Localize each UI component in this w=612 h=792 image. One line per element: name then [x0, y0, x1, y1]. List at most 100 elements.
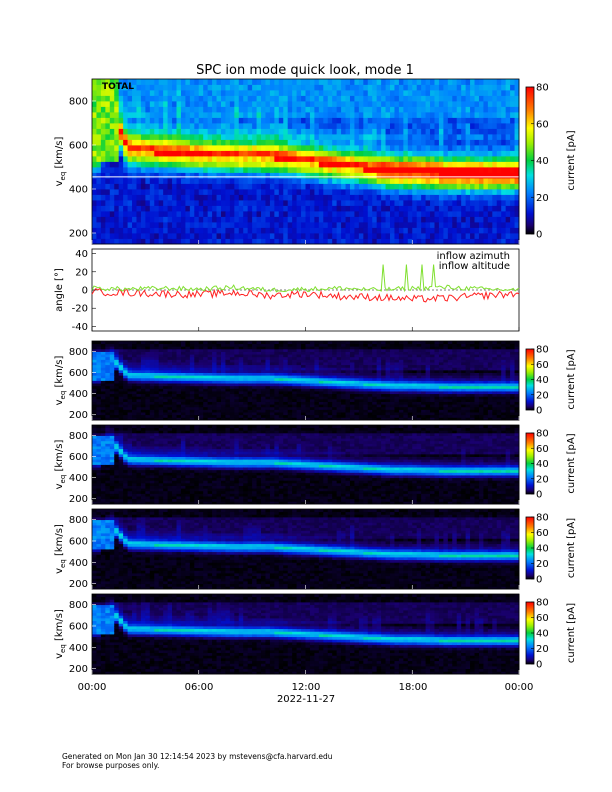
spectrogram-cell — [296, 112, 302, 118]
spectrogram-cell — [145, 359, 151, 363]
spectrogram-cell — [318, 205, 324, 212]
spectrogram-cell — [358, 106, 364, 113]
spectrogram-cell — [363, 227, 369, 234]
spectrogram-cell — [403, 172, 409, 179]
spectrogram-cell — [127, 393, 133, 397]
spectrogram-cell — [301, 216, 306, 223]
spectrogram-cell — [381, 128, 386, 135]
spectrogram-cell — [461, 123, 467, 129]
spectrogram-cell — [136, 95, 142, 102]
spectrogram-cell — [505, 200, 511, 206]
spectrogram-cell — [256, 391, 262, 395]
spectrogram-cell — [501, 123, 507, 129]
spectrogram-cell — [385, 95, 391, 102]
spectrogram-cell — [403, 84, 409, 91]
spectrogram-cell — [394, 401, 400, 405]
spectrogram-cell — [100, 233, 106, 239]
spectrogram-cell — [354, 211, 360, 217]
spectrogram-cell — [381, 139, 386, 146]
spectrogram-cell — [394, 391, 400, 395]
spectrogram-cell — [345, 134, 351, 140]
spectrogram-cell — [92, 414, 97, 418]
spectrogram-cell — [447, 211, 453, 217]
spectrogram-cell — [390, 134, 395, 140]
spectrogram-cell — [292, 346, 298, 350]
spectrogram-cell — [345, 79, 351, 85]
spectrogram-cell — [238, 401, 244, 405]
spectrogram-cell — [145, 369, 151, 373]
spectrogram-cell — [421, 233, 426, 239]
spectrogram-cell — [145, 412, 151, 416]
spectrogram-cell — [109, 367, 115, 371]
spectrogram-cell — [176, 412, 182, 416]
spectrogram-cell — [118, 238, 124, 245]
spectrogram-cell — [96, 404, 102, 408]
spectrogram-cell — [238, 391, 244, 395]
spectrogram-cell — [416, 128, 422, 135]
spectrogram-cell — [305, 194, 311, 201]
spectrogram-cell — [278, 145, 284, 151]
spectrogram-cell — [185, 150, 191, 157]
spectrogram-cell — [256, 172, 262, 179]
spectrogram-cell — [367, 84, 373, 91]
spectrogram-cell — [149, 393, 155, 397]
spectrogram-cell — [238, 134, 244, 140]
spectrogram-cell — [416, 189, 422, 195]
spectrogram-cell — [278, 343, 284, 347]
spectrogram-cell — [332, 380, 338, 384]
spectrogram-cell — [172, 238, 177, 245]
spectrogram-cell — [132, 383, 137, 387]
spectrogram-cell — [510, 150, 515, 157]
spectrogram-cell — [363, 404, 369, 408]
spectrogram-cell — [349, 406, 355, 410]
spectrogram-cell — [140, 356, 146, 360]
spectrogram-cell — [100, 401, 106, 405]
spectrogram-cell — [154, 351, 160, 355]
spectrogram-cell — [203, 128, 209, 135]
spectrogram-cell — [452, 233, 458, 239]
spectrogram-cell — [194, 128, 200, 135]
spectrogram-cell — [203, 409, 209, 413]
spectrogram-cell — [105, 172, 111, 179]
spectrogram-cell — [163, 417, 169, 421]
spectrogram-cell — [412, 227, 418, 234]
spectrogram-cell — [416, 117, 422, 124]
spectrogram-cell — [349, 84, 355, 91]
spectrogram-cell — [323, 401, 329, 405]
spectrogram-cell — [105, 95, 111, 102]
spectrogram-cell — [447, 167, 453, 173]
spectrogram-cell — [158, 412, 164, 416]
spectrogram-cell — [376, 354, 382, 358]
spectrogram-cell — [261, 404, 266, 408]
spectrogram-cell — [274, 364, 280, 368]
spectrogram-cell — [390, 369, 395, 373]
spectrogram-cell — [194, 106, 200, 113]
spectrogram-cell — [207, 385, 213, 389]
spectrogram-cell — [443, 238, 449, 245]
spectrogram-cell — [483, 156, 489, 162]
spectrogram-cell — [118, 106, 124, 113]
spectrogram-cell — [349, 134, 355, 140]
spectrogram-cell — [234, 106, 240, 113]
spectrogram-cell — [301, 227, 306, 234]
spectrogram-cell — [225, 414, 231, 418]
spectrogram-cell — [140, 222, 146, 228]
spectrogram-cell — [207, 404, 213, 408]
spectrogram-cell — [274, 84, 280, 91]
spectrogram-cell — [327, 377, 333, 381]
spectrogram-cell — [305, 398, 311, 402]
spectrogram-cell — [381, 385, 386, 389]
spectrogram-cell — [510, 167, 515, 173]
spectrogram-cell — [118, 417, 124, 421]
spectrogram-cell — [194, 396, 200, 400]
spectrogram-cell — [229, 178, 235, 184]
spectrogram-cell — [96, 391, 102, 395]
spectrogram-cell — [220, 343, 226, 347]
spectrogram-cell — [381, 238, 386, 245]
spectrogram-cell — [345, 396, 351, 400]
spectrogram-cell — [167, 161, 173, 168]
spectrogram-cell — [252, 95, 257, 102]
spectrogram-cell — [292, 194, 298, 201]
spectrogram-cell — [212, 348, 217, 352]
spectrogram-cell — [456, 79, 462, 85]
